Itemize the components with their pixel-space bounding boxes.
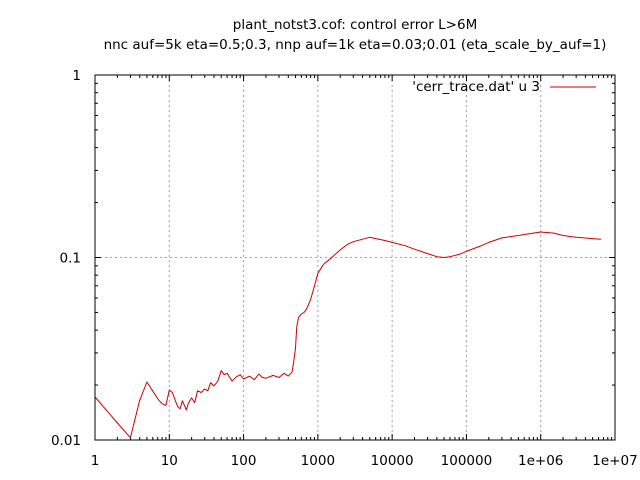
- x-tick-label: 100000: [441, 453, 493, 469]
- y-tick-label: 0.1: [60, 251, 81, 267]
- x-tick-label: 100: [231, 453, 257, 469]
- y-tick-label: 0.01: [51, 433, 81, 449]
- x-tick-label: 1e+07: [592, 453, 637, 469]
- plot-border: [94, 74, 616, 441]
- chart-title: plant_notst3.cof: control error L>6M: [233, 17, 477, 33]
- y-tick-label: 1: [72, 68, 81, 84]
- series-layer: [94, 231, 602, 439]
- chart-subtitle: nnc auf=5k eta=0.5;0.3, nnp auf=1k eta=0…: [104, 37, 607, 53]
- grid-lines: [95, 75, 615, 440]
- x-tick-label: 1000: [301, 453, 335, 469]
- x-tick-label: 1: [91, 453, 100, 469]
- x-tick-label: 10000: [371, 453, 414, 469]
- x-tick-label: 10: [161, 453, 178, 469]
- legend-label: 'cerr_trace.dat' u 3: [412, 79, 540, 95]
- axis-ticks: 1 10 100 1000 10000 100000 1e+06 1e+07 0.01 0.1 1: [51, 68, 638, 469]
- x-tick-label: 1e+06: [518, 453, 563, 469]
- series-line-cerr-trace: [94, 231, 602, 439]
